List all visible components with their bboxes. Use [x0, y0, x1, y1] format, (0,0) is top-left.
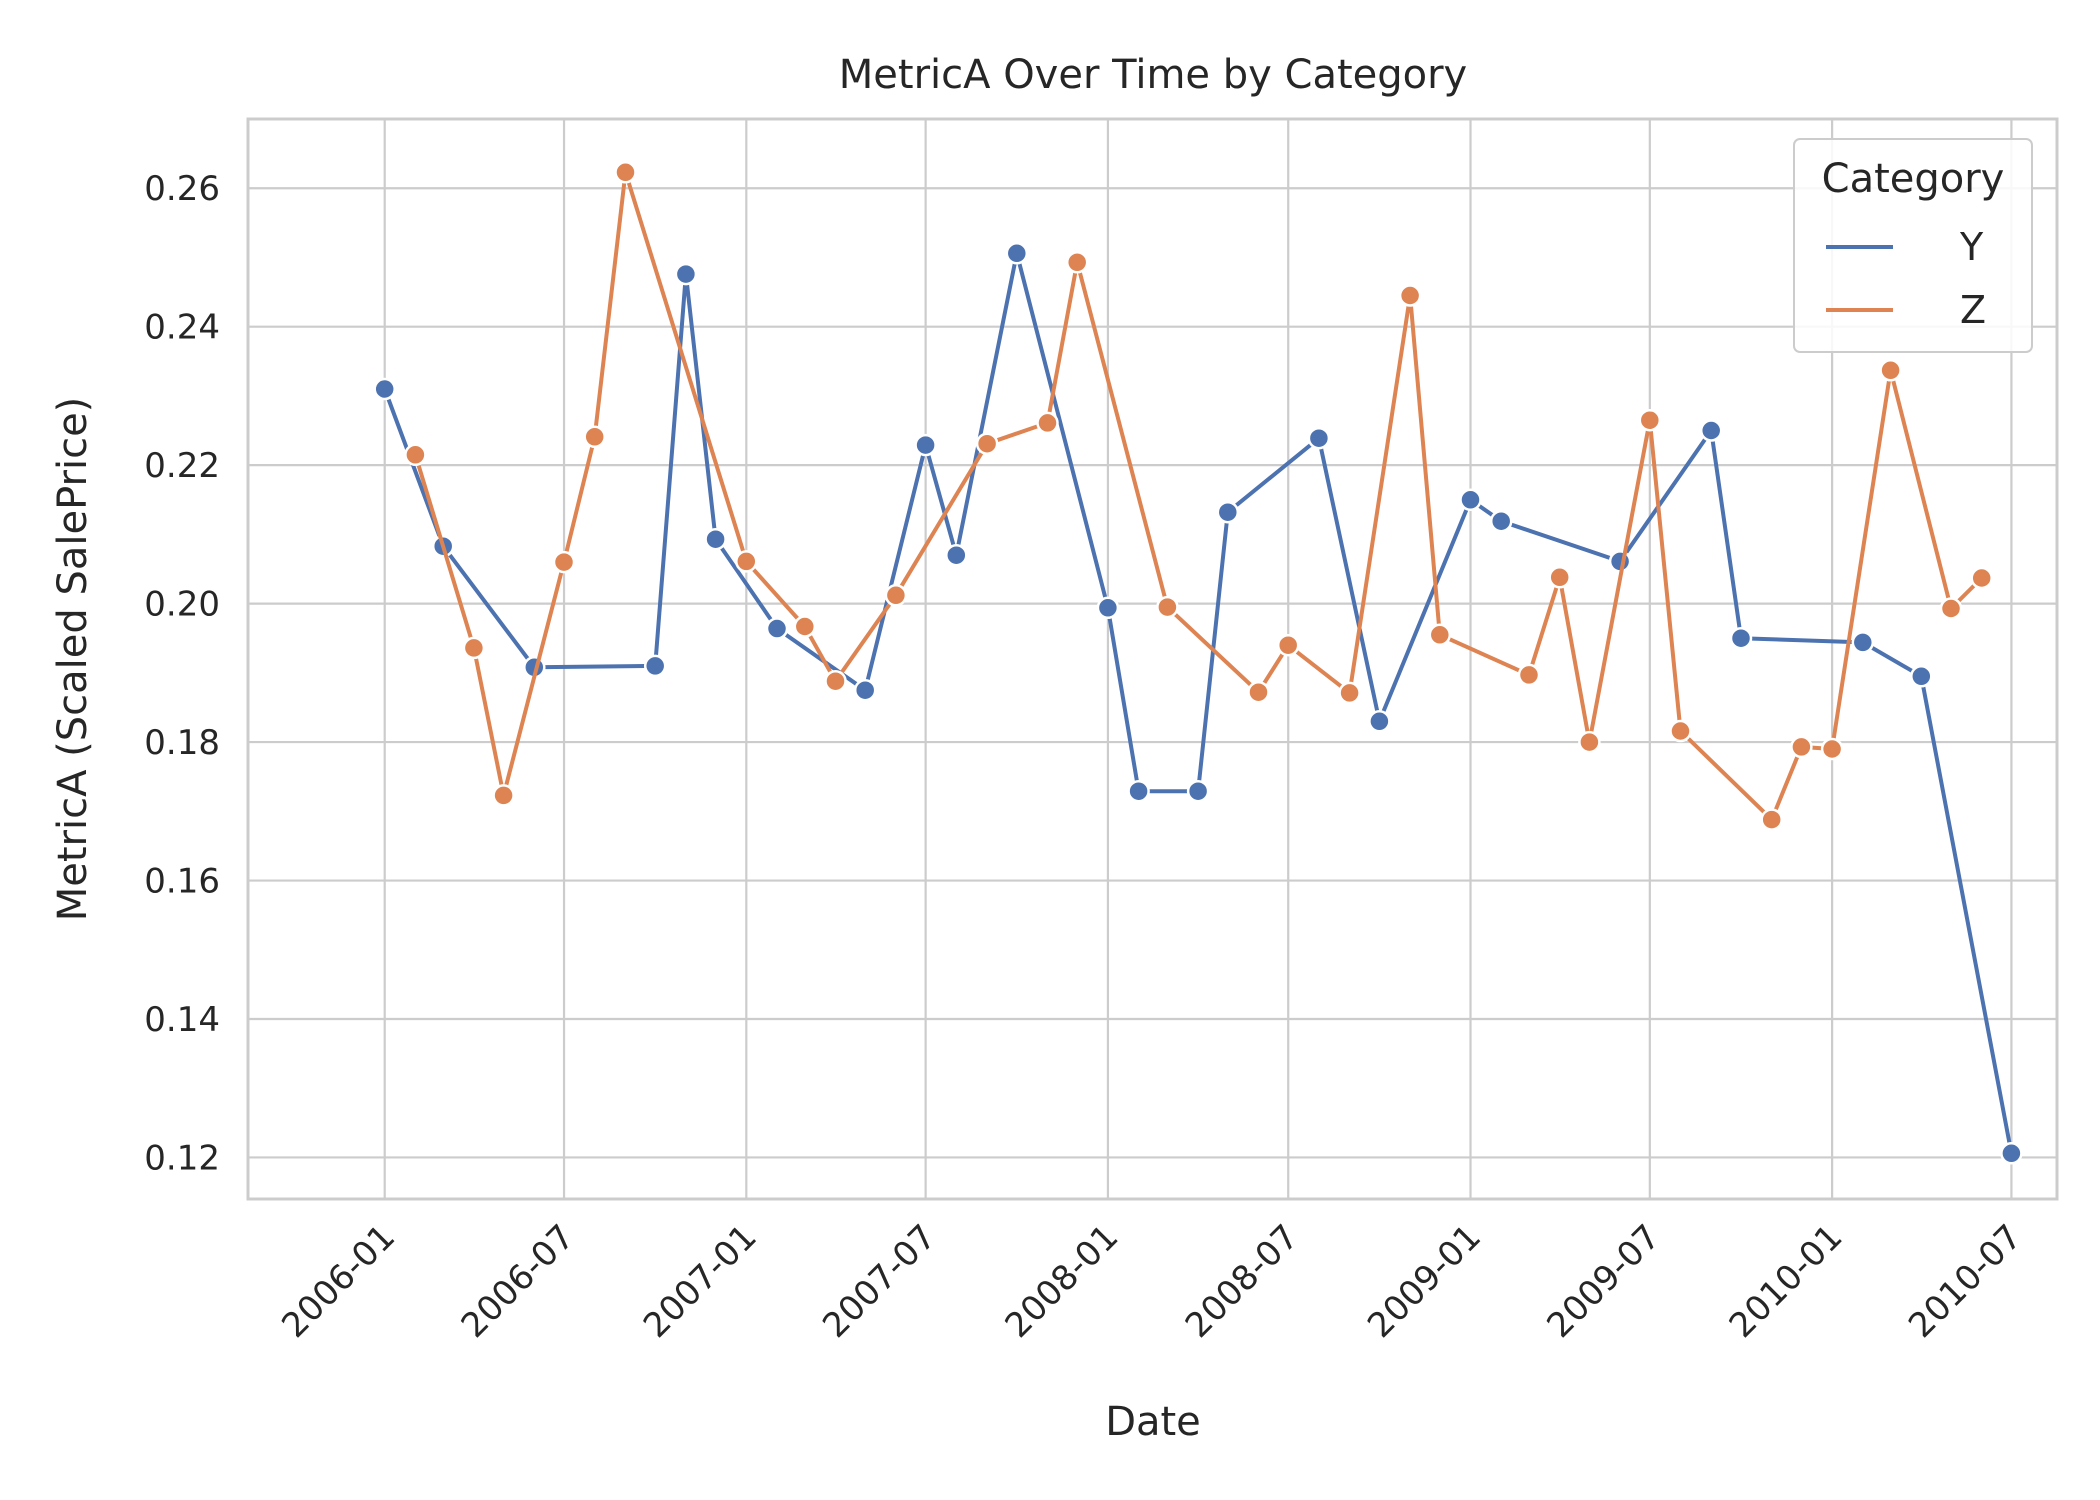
series-z-point — [1428, 623, 1452, 647]
series-z-point — [1820, 737, 1844, 761]
y-tick-label: 0.26 — [144, 169, 220, 209]
series-y-point — [1729, 626, 1753, 650]
series-z-point — [1578, 730, 1601, 754]
series-y-point — [765, 617, 789, 640]
series-y-point — [1216, 500, 1240, 524]
series-z-point — [1970, 566, 1993, 590]
series-y-point — [373, 377, 396, 401]
series-z-point — [1517, 663, 1541, 687]
y-tick-label: 0.24 — [144, 308, 220, 348]
series-y-point — [1005, 242, 1029, 265]
series-z-point — [975, 432, 999, 455]
x-tick-label: 2008-07 — [1178, 1217, 1307, 1346]
series-y-point — [643, 654, 667, 678]
series-z-point — [1156, 595, 1179, 619]
legend-label-z: Z — [1960, 288, 1986, 332]
series-z-point — [1669, 719, 1692, 743]
series-z-point — [1548, 566, 1571, 589]
series-y — [373, 242, 2023, 1165]
series-z-line — [413, 170, 1984, 822]
series-z-point — [583, 425, 606, 449]
y-tick-label: 0.16 — [144, 862, 220, 902]
series-y-point — [914, 433, 937, 457]
legend: Category Y Z — [1793, 138, 2033, 353]
series-z-point — [1276, 633, 1300, 657]
series-y-point — [945, 543, 968, 567]
series-y-point — [1127, 779, 1150, 803]
y-tick-label: 0.22 — [144, 446, 220, 486]
series-z-point — [1338, 681, 1361, 705]
x-tick-label: 2009-01 — [1360, 1217, 1489, 1346]
series-z-point — [614, 161, 637, 184]
x-tick-label: 2010-01 — [1722, 1217, 1851, 1346]
legend-box — [1793, 138, 2033, 353]
x-tick-label: 2009-07 — [1539, 1217, 1668, 1346]
series-y-point — [1459, 488, 1482, 512]
series-y-point — [1186, 779, 1210, 803]
series-z-point — [1247, 680, 1270, 704]
legend-label-y: Y — [1959, 225, 1984, 269]
y-tick-label: 0.18 — [144, 723, 220, 763]
series-z-point — [1398, 284, 1422, 307]
x-tick-label: 2008-01 — [998, 1217, 1127, 1346]
x-tick-label: 2006-07 — [454, 1217, 583, 1346]
series-z-point — [1879, 359, 1902, 382]
series-y-point — [1910, 665, 1933, 688]
x-tick-label: 2006-01 — [274, 1217, 403, 1346]
series-z-point — [1790, 735, 1813, 759]
series-y-point — [2000, 1142, 2023, 1165]
grid — [248, 119, 2057, 1199]
series-y-point — [1489, 509, 1513, 533]
series-z-point — [1065, 251, 1089, 274]
y-tick-label: 0.20 — [144, 585, 220, 625]
series-y-point — [853, 678, 877, 702]
series-z-point — [462, 636, 486, 660]
series-z-point — [492, 784, 515, 807]
series-y-point — [1368, 710, 1391, 733]
series-z-point — [1939, 597, 1963, 620]
series-z-point — [793, 615, 817, 638]
x-tick-label: 2007-07 — [815, 1217, 944, 1346]
legend-title: Category — [1822, 156, 2005, 202]
series-z-point — [552, 550, 576, 574]
series-z-point — [735, 550, 758, 573]
series-z-point — [824, 669, 847, 693]
series-z-point — [1760, 808, 1783, 831]
x-axis-ticks: 2006-01 2006-07 2007-01 2007-07 2008-01 2008-… — [274, 1217, 2029, 1346]
y-tick-label: 0.14 — [144, 1000, 220, 1040]
series-y-point — [704, 527, 727, 551]
series-y-point — [674, 262, 698, 286]
x-tick-label: 2010-07 — [1901, 1217, 2030, 1346]
series-y-point — [1096, 596, 1120, 620]
series-z-point — [1638, 408, 1662, 432]
plot-frame — [246, 117, 2059, 1201]
y-axis-title: MetricA (Scaled SalePrice) — [50, 397, 96, 922]
series-z-point — [404, 443, 427, 467]
series-layer — [373, 161, 2023, 1165]
chart-title: MetricA Over Time by Category — [839, 52, 1467, 98]
series-y-point — [1307, 426, 1331, 450]
x-axis-title: Date — [1105, 1399, 1201, 1445]
series-z — [404, 161, 1993, 831]
series-z-point — [1036, 411, 1059, 435]
y-tick-label: 0.12 — [144, 1138, 220, 1178]
y-axis-ticks: 0.12 0.14 0.16 0.18 0.20 0.22 0.24 0.26 — [144, 169, 220, 1178]
series-y-point — [1699, 419, 1723, 442]
x-tick-label: 2007-01 — [636, 1217, 765, 1346]
series-y-point — [1851, 631, 1875, 654]
series-z-point — [884, 584, 908, 607]
